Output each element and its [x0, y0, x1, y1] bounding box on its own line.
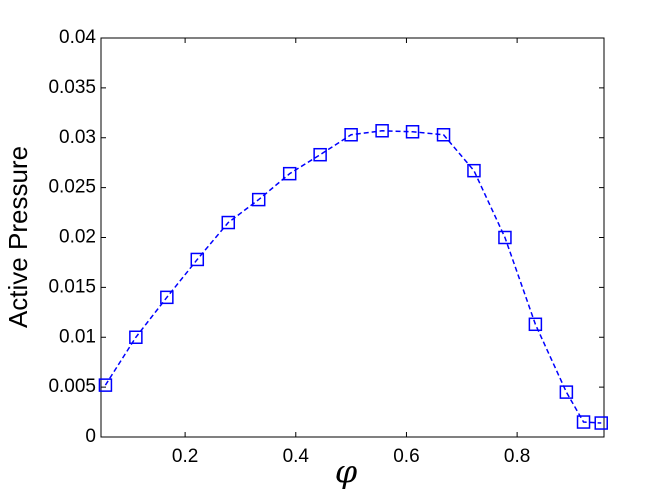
marker — [129, 330, 143, 344]
marker — [251, 192, 266, 207]
marker — [160, 290, 174, 305]
marker — [375, 124, 389, 138]
marker — [344, 128, 358, 142]
marker — [405, 125, 420, 139]
x-tick-label: 0.4 — [283, 446, 310, 467]
y-tick-label: 0 — [85, 426, 96, 447]
y-axis-label: Active Pressure — [3, 146, 33, 328]
x-tick-label: 0.2 — [172, 446, 198, 467]
y-tick-label: 0.04 — [59, 27, 96, 48]
marker — [498, 230, 512, 245]
marker — [528, 317, 543, 332]
marker — [313, 147, 327, 162]
y-tick-label: 0.025 — [48, 177, 96, 198]
marker — [282, 166, 297, 181]
y-tick-label: 0.01 — [59, 326, 96, 347]
plot-frame — [100, 37, 605, 438]
marker — [467, 163, 481, 178]
y-tick-label: 0.015 — [48, 276, 96, 297]
marker — [594, 416, 608, 430]
marker — [221, 215, 236, 230]
x-tick-label: 0.8 — [504, 446, 530, 467]
marker — [436, 128, 451, 142]
series-line — [104, 130, 602, 424]
y-tick-label: 0.03 — [59, 127, 96, 148]
x-axis-label: φ — [335, 453, 358, 491]
y-tick-label: 0.005 — [48, 376, 96, 397]
x-tick-label: 0.6 — [393, 446, 419, 467]
marker — [576, 415, 591, 429]
marker — [190, 252, 205, 267]
marker — [98, 378, 113, 392]
y-tick-label: 0.035 — [48, 77, 96, 98]
y-tick-label: 0.02 — [59, 227, 96, 248]
marker — [559, 385, 574, 399]
